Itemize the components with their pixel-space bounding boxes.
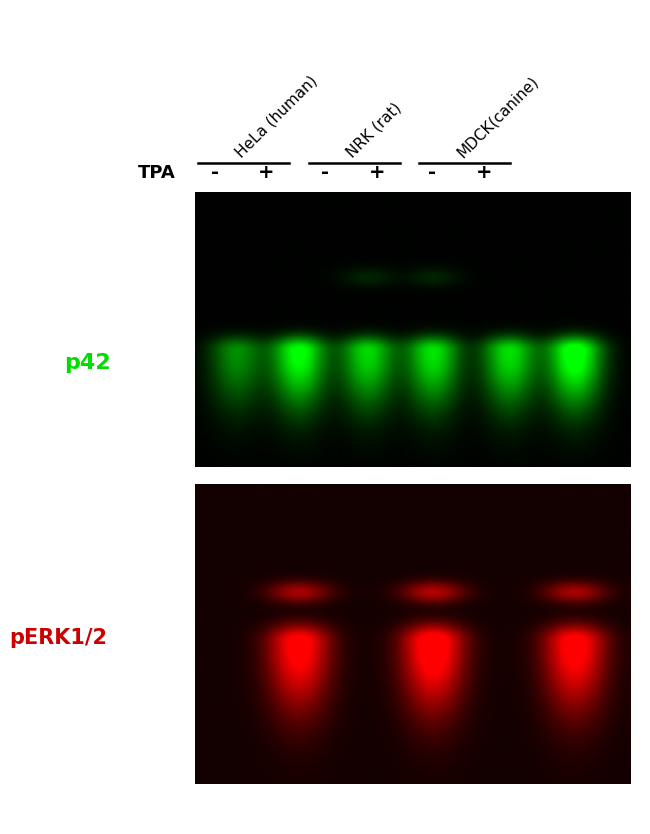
- Text: NRK (rat): NRK (rat): [344, 100, 404, 160]
- Text: +: +: [476, 163, 493, 182]
- Text: MDCK(canine): MDCK(canine): [454, 73, 541, 160]
- Text: TPA: TPA: [138, 163, 176, 182]
- Text: -: -: [321, 163, 329, 182]
- Text: p42: p42: [64, 353, 111, 373]
- Text: -: -: [428, 163, 436, 182]
- Text: pERK1/2: pERK1/2: [10, 628, 107, 648]
- Text: HeLa (human): HeLa (human): [233, 73, 320, 160]
- Text: +: +: [369, 163, 385, 182]
- Text: +: +: [258, 163, 275, 182]
- Text: -: -: [211, 163, 218, 182]
